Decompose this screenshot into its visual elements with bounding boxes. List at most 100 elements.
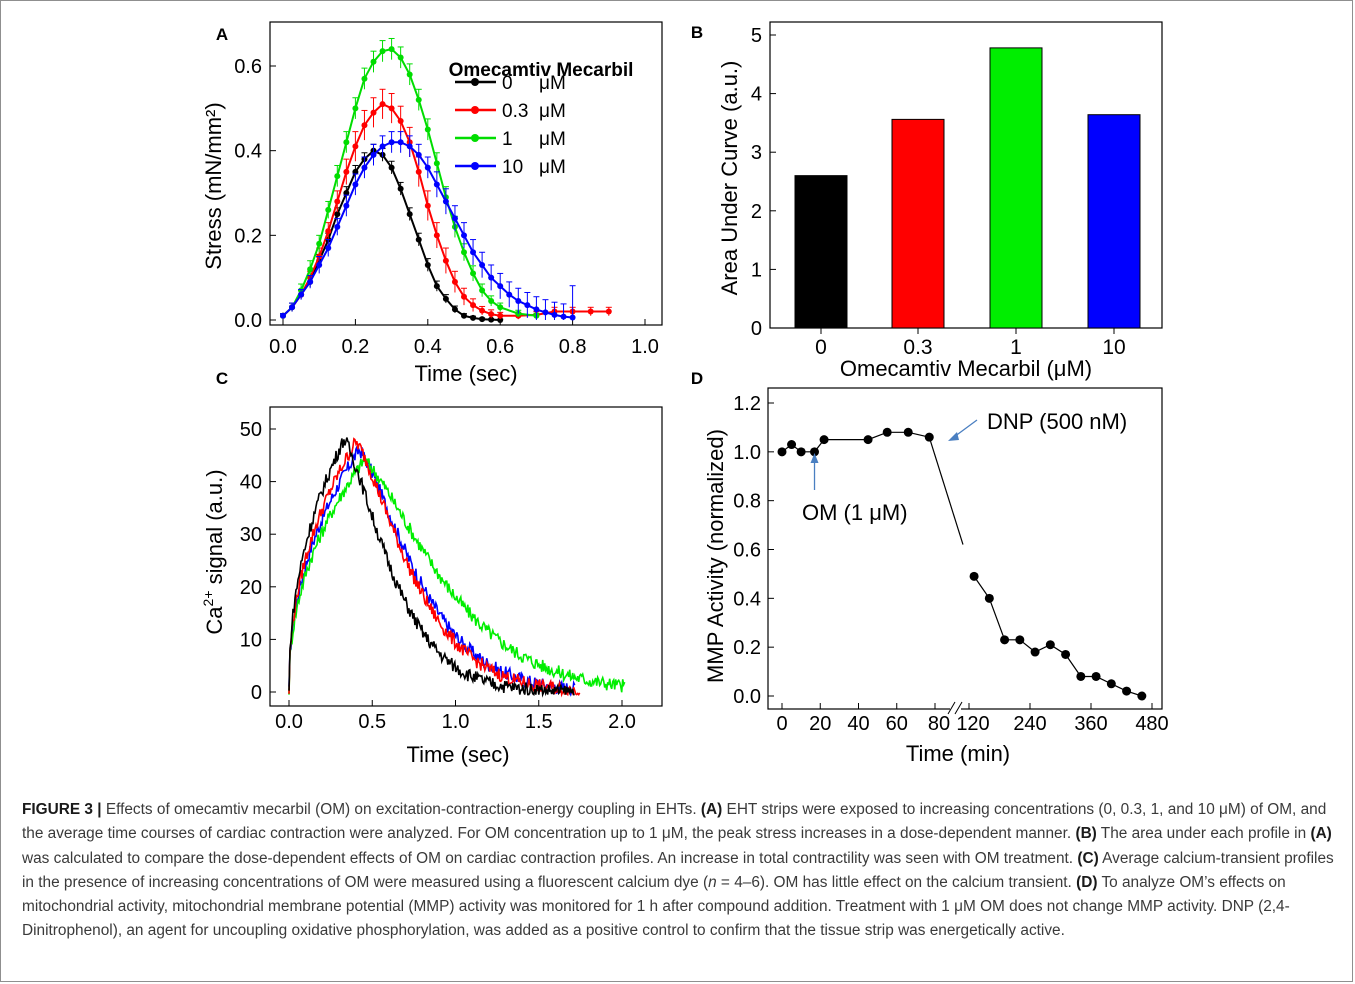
panel-a-point: [343, 190, 350, 196]
panel-a-point: [388, 105, 395, 112]
panel-a-point: [461, 293, 467, 300]
panel-a-point: [470, 302, 477, 309]
panel-a-ytick-label: 0.2: [234, 225, 262, 247]
panel-a-point: [424, 164, 431, 171]
panel-a-xtick-label: 0.2: [341, 336, 369, 358]
panel-a-point: [488, 297, 495, 304]
panel-d-break-mark: [954, 701, 963, 715]
panel-a-point: [370, 151, 377, 158]
panel-a-point: [415, 236, 422, 243]
panel-b-bar: [891, 118, 945, 329]
panel-a-point: [289, 304, 296, 311]
panel-a-point: [470, 249, 477, 256]
panel-a-point: [479, 316, 486, 323]
panel-d-point: [984, 593, 994, 603]
panel-d-point: [1137, 691, 1147, 701]
panel-a-legend-marker: [471, 106, 479, 114]
panel-a-series-line: [282, 48, 537, 317]
panel-a-point: [497, 304, 504, 311]
panel-c-series-line: [288, 456, 626, 695]
panel-a-ytick-label: 0.0: [234, 310, 262, 332]
panel-d-drop-line: [928, 437, 964, 545]
panel-a-ytick-label: 0.6: [234, 56, 262, 78]
panel-a-point: [352, 143, 359, 150]
panel-a-xtick-label: 1.0: [631, 336, 659, 358]
panel-a-point: [605, 308, 612, 315]
panel-b-ytick-label: 1: [751, 259, 762, 281]
panel-c-ytick-label: 0: [251, 682, 262, 704]
panel-a-point: [307, 278, 314, 285]
panel-b-ylabel: Area Under Curve (a.u.): [717, 61, 742, 296]
panel-a-point: [433, 283, 440, 290]
panel-a-point: [334, 223, 341, 230]
caption-ref-a: (A): [1310, 825, 1332, 843]
panel-a-point: [497, 312, 504, 319]
panel-d-om-annotation: OM (1 μM): [802, 500, 908, 525]
panel-a-point: [451, 306, 458, 313]
panel-d-point: [1030, 647, 1040, 657]
panel-c-ylabel: Ca2+ signal (a.u.): [200, 469, 227, 634]
panel-d-point: [777, 447, 787, 457]
panel-label-c: C: [216, 369, 228, 388]
panel-b-ytick-label: 0: [751, 318, 762, 340]
panel-b-bar: [989, 47, 1043, 329]
panel-a-point: [379, 143, 386, 150]
panel-a-legend-label: 0: [502, 73, 513, 94]
panel-a-point: [379, 101, 386, 108]
panel-a-point: [506, 291, 513, 298]
panel-d-point: [903, 427, 913, 437]
panel-d-dnp-arrowhead: [948, 432, 959, 441]
panel-a-point: [307, 266, 314, 273]
panel-d-ytick-label: 0.4: [733, 588, 761, 610]
panel-d-ytick-label: 0.0: [733, 686, 761, 708]
panel-d-ytick-label: 0.2: [733, 637, 761, 659]
panel-a-point: [515, 297, 522, 304]
panel-d-xtick-label: 240: [1013, 713, 1046, 735]
panel-a-point: [497, 317, 504, 323]
panel-a-point: [334, 198, 341, 205]
panel-d-xtick-label: 480: [1135, 713, 1168, 735]
panel-d-break-gap: [950, 703, 961, 715]
panel-a-point: [397, 185, 404, 192]
panel-a-point: [406, 71, 413, 78]
panel-a-point: [361, 75, 368, 82]
panel-a-point: [442, 257, 449, 264]
panel-a-point: [524, 302, 531, 309]
panel-a-point: [352, 105, 359, 112]
panel-d-ytick-label: 1.2: [733, 393, 761, 415]
panel-b-xtick-label: 1: [1010, 336, 1022, 359]
panel-a-legend-marker: [471, 78, 479, 86]
panel-d-point: [796, 447, 806, 457]
caption-tag-a: (A): [700, 801, 723, 818]
caption-tag-c: (C): [1077, 849, 1099, 867]
panel-b-bar: [794, 175, 848, 329]
figure-caption: FIGURE 3 | Effects of omecamtiv mecarbil…: [22, 798, 1337, 944]
panel-d-point: [1106, 679, 1116, 689]
panel-a-point: [461, 232, 467, 239]
panel-a-point: [569, 314, 576, 321]
panel-c-series-line: [288, 443, 576, 697]
caption-tag-d: (D): [1076, 873, 1098, 891]
caption-text-c1: Average calcium-transient profiles in th…: [22, 849, 1334, 891]
panel-d-point: [787, 440, 797, 450]
panel-b-axes: [769, 21, 1163, 329]
panel-a-point: [343, 168, 350, 175]
panel-a-point: [325, 245, 332, 252]
panel-a-point: [370, 109, 377, 116]
panel-c-xlabel: Time (sec): [406, 742, 509, 767]
panel-a-point: [424, 126, 431, 133]
panel-d-point: [863, 435, 873, 445]
panel-a-ylabel: Stress (mN/mm²): [201, 102, 226, 269]
panel-a-point: [370, 58, 377, 65]
panel-a-legend-label: 10: [502, 157, 523, 178]
panel-d-point: [924, 432, 934, 442]
panel-d-ytick-label: 0.6: [733, 540, 761, 562]
panel-d-point: [1015, 635, 1025, 645]
panel-a-legend-unit: μM: [539, 129, 566, 150]
caption-text-b1: The area under each profile in: [1096, 825, 1311, 843]
panel-b-ytick-label: 5: [751, 25, 762, 47]
panel-d-point: [1076, 671, 1086, 681]
panel-a-point: [442, 295, 449, 302]
panel-d-ylabel: MMP Activity (normalized): [703, 429, 728, 683]
panel-a-point: [298, 291, 305, 298]
